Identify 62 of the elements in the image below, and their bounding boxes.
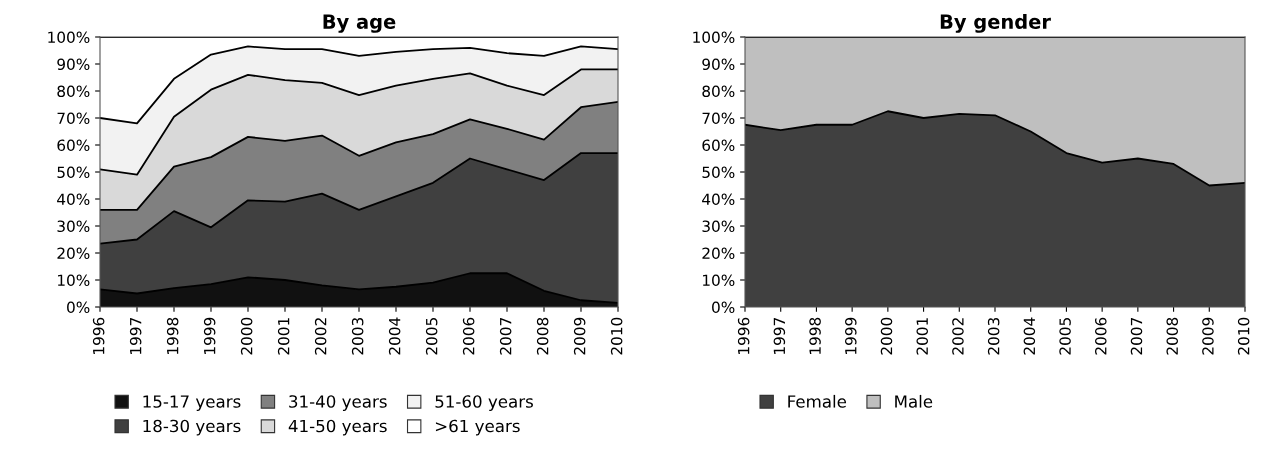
legend-label: 41-50 years [288, 419, 387, 436]
x-tick-label: 2003 [351, 317, 364, 355]
x-tick-label: 2007 [1130, 318, 1143, 355]
x-tick-label: 1998 [809, 317, 821, 354]
x-tick-label: 2008 [536, 317, 549, 355]
x-tick-label: 2004 [388, 317, 401, 355]
legend-label: Male [895, 394, 933, 408]
x-tick-label: 1996 [92, 317, 105, 354]
legend-label: 18-30 years [143, 419, 241, 436]
x-tick-label: 2009 [573, 317, 586, 355]
x-tick-label: 2010 [1237, 317, 1250, 355]
y-tick-label: 80% [702, 85, 735, 98]
y-tick-label: 60% [702, 139, 735, 152]
x-tick-label: 2006 [1095, 317, 1107, 355]
x-tick-label: 2008 [1166, 317, 1178, 355]
y-tick-label: 20% [702, 247, 735, 260]
x-tick-label: 1998 [166, 317, 179, 354]
y-tick-label: 70% [702, 112, 735, 125]
y-tick-label: 60% [57, 139, 90, 152]
y-tick-label: 40% [57, 193, 90, 206]
y-tick-label: 10% [703, 274, 735, 287]
y-tick-label: 50% [57, 166, 90, 179]
y-tick-label: 10% [58, 274, 90, 287]
x-tick-label: 2000 [240, 317, 253, 355]
y-tick-label: 20% [57, 247, 90, 260]
x-tick-label: 2006 [462, 317, 475, 355]
y-tick-label: 30% [57, 220, 90, 233]
y-tick-label: 100% [48, 31, 90, 44]
x-tick-label: 1999 [203, 317, 216, 354]
x-tick-label: 2010 [610, 317, 623, 355]
legend-label: Female [788, 394, 847, 408]
x-tick-label: 2000 [880, 317, 893, 355]
y-tick-label: 80% [57, 85, 90, 98]
x-tick-label: 2003 [987, 317, 1000, 355]
y-tick-label: 0% [712, 301, 735, 314]
x-tick-label: 2001 [277, 318, 290, 355]
legend-label: 15-17 years [143, 395, 241, 412]
x-tick-label: 1997 [773, 318, 786, 354]
y-tick-label: 70% [57, 112, 90, 125]
y-tick-label: 90% [702, 58, 735, 71]
y-tick-label: 30% [702, 220, 735, 233]
x-tick-label: 2005 [425, 318, 438, 355]
x-tick-label: 2009 [1202, 317, 1214, 355]
legend-label: 51-60 years [435, 395, 533, 412]
x-tick-label: 2001 [916, 318, 928, 355]
x-tick-label: 2002 [314, 318, 327, 355]
y-tick-label: 90% [57, 58, 90, 71]
y-tick-label: 50% [702, 166, 735, 179]
y-tick-label: 0% [67, 301, 90, 314]
x-tick-label: 2007 [499, 318, 512, 355]
chart-title: By age [323, 14, 396, 33]
x-tick-label: 1996 [737, 317, 750, 354]
chart-title: By gender [940, 13, 1051, 33]
y-tick-label: 40% [702, 193, 735, 206]
legend-label: 31-40 years [289, 395, 387, 412]
x-tick-label: 2002 [952, 318, 964, 355]
x-tick-label: 1997 [129, 318, 142, 354]
y-tick-label: 100% [693, 31, 735, 44]
legend-label: >61 years [435, 419, 520, 436]
x-tick-label: 2005 [1059, 318, 1071, 355]
x-tick-label: 1999 [845, 317, 857, 354]
x-tick-label: 2004 [1023, 317, 1036, 355]
